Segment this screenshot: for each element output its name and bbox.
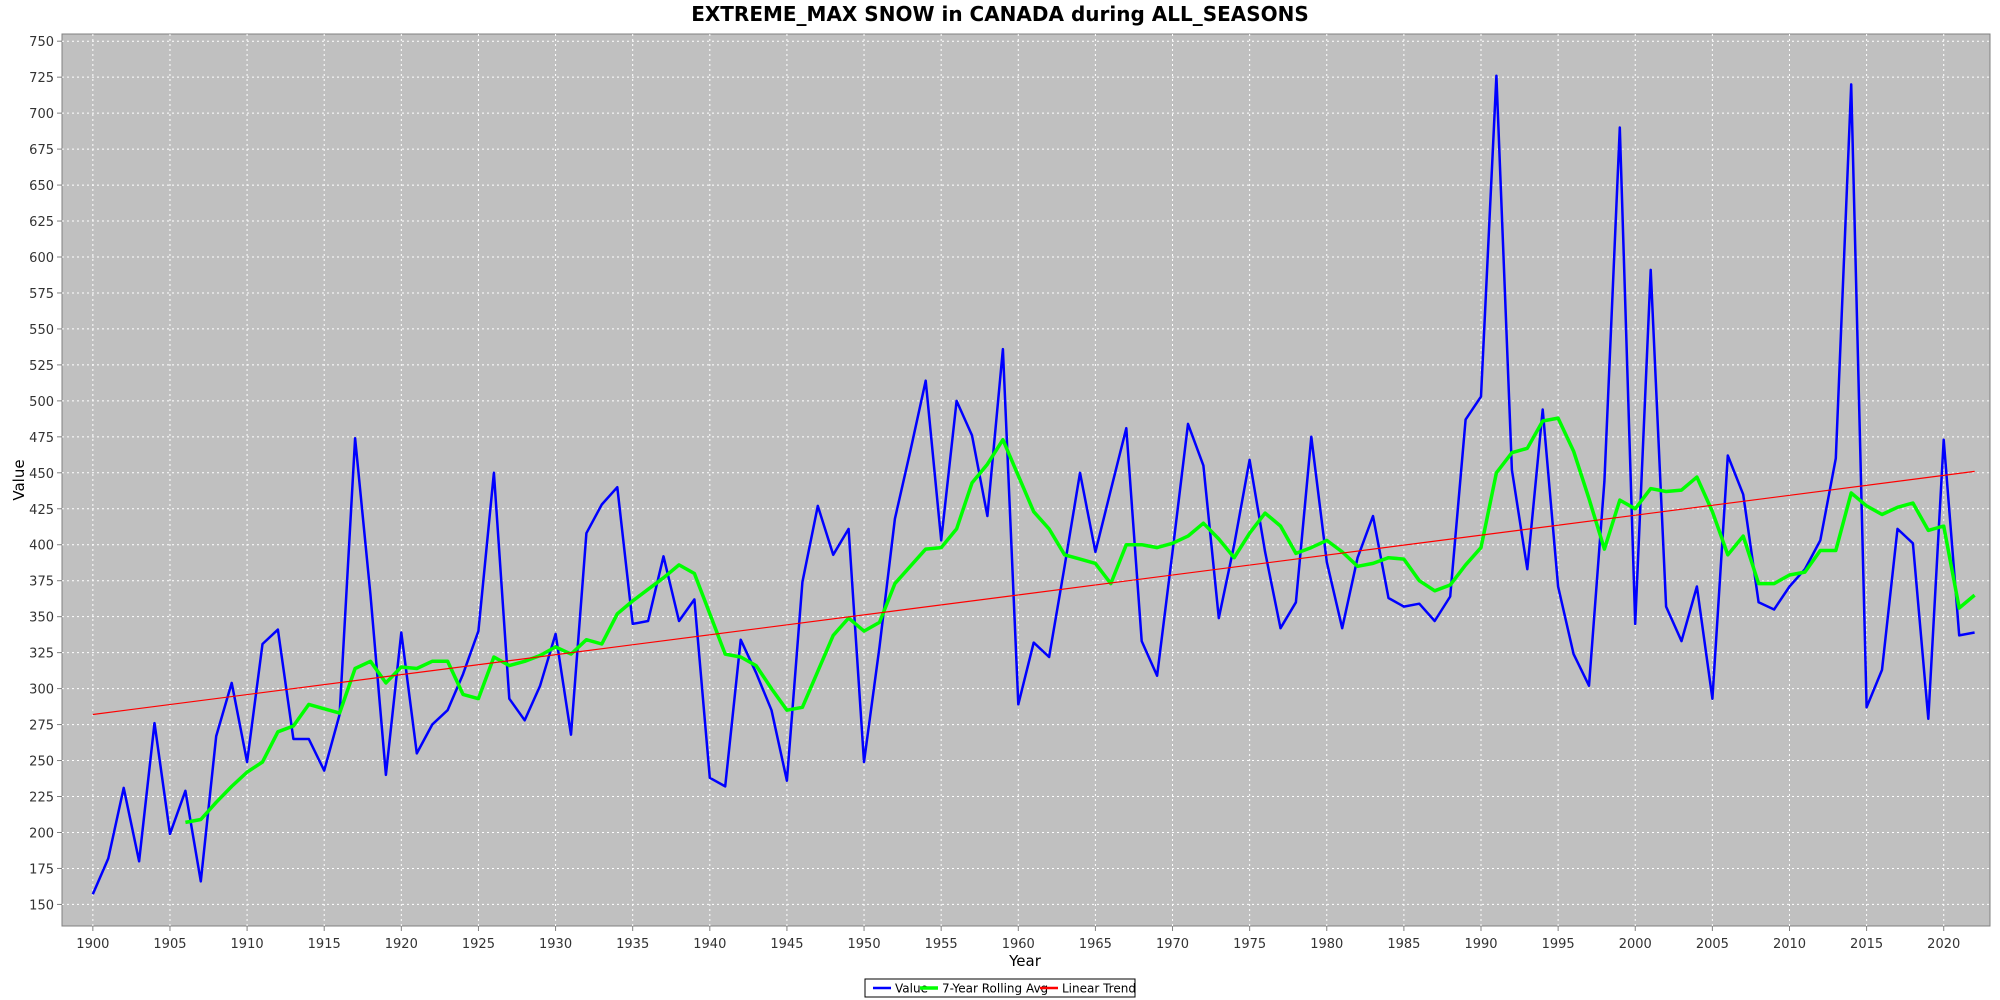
x-tick-label: 1945 (770, 937, 803, 952)
x-tick-label: 2000 (1619, 937, 1652, 952)
y-axis-title: Value (10, 459, 28, 500)
legend-label: Linear Trend (1062, 982, 1136, 996)
y-tick-label: 200 (29, 826, 54, 841)
series-line-7-year-rolling-avg (185, 416, 1976, 825)
x-tick-label: 1970 (1156, 937, 1189, 952)
y-tick-label: 175 (29, 862, 54, 877)
y-tick-label: 400 (29, 539, 54, 554)
x-tick-label: 2015 (1850, 937, 1883, 952)
plot-area (61, 33, 1991, 927)
series-lines (91, 74, 1976, 895)
y-tick-label: 650 (29, 179, 54, 194)
y-tick-label: 625 (29, 215, 54, 230)
x-tick-label: 1905 (153, 937, 186, 952)
x-tick-label: 1975 (1233, 937, 1266, 952)
y-tick-label: 500 (29, 395, 54, 410)
y-tick-label: 675 (29, 143, 54, 158)
x-tick-label: 1965 (1079, 937, 1112, 952)
x-tick-label: 1990 (1464, 937, 1497, 952)
y-tick-label: 550 (29, 323, 54, 338)
y-tick-label: 575 (29, 287, 54, 302)
x-tick-label: 1935 (616, 937, 649, 952)
x-tick-label: 2005 (1696, 937, 1729, 952)
y-tick-label: 275 (29, 719, 54, 734)
y-tick-label: 425 (29, 503, 54, 518)
y-tick-label: 300 (29, 683, 54, 698)
x-tick-label: 1985 (1387, 937, 1420, 952)
series-line-value (91, 74, 1975, 895)
x-tick-label: 1930 (539, 937, 572, 952)
chart-title: EXTREME_MAX SNOW in CANADA during ALL_SE… (691, 2, 1309, 26)
grid-lines (62, 34, 1990, 926)
x-axis-title: Year (1008, 952, 1042, 970)
y-tick-label: 600 (29, 251, 54, 266)
x-tick-label: 1950 (848, 937, 881, 952)
x-tick-label: 1915 (308, 937, 341, 952)
x-tick-label: 1960 (1002, 937, 1035, 952)
x-tick-label: 1955 (925, 937, 958, 952)
y-tick-label: 450 (29, 467, 54, 482)
y-tick-label: 225 (29, 791, 54, 806)
y-tick-label: 525 (29, 359, 54, 374)
y-tick-label: 725 (29, 71, 54, 86)
y-tick-label: 325 (29, 647, 54, 662)
y-tick-label: 700 (29, 107, 54, 122)
y-tick-label: 475 (29, 431, 54, 446)
x-tick-label: 2020 (1927, 937, 1960, 952)
y-tick-label: 750 (29, 35, 54, 50)
y-tick-label: 150 (29, 898, 54, 913)
x-tick-label: 1900 (76, 937, 109, 952)
legend: Value 7-Year Rolling Avg Linear Trend (864, 978, 1136, 998)
x-tick-label: 1920 (385, 937, 418, 952)
axes: 1900 1905 1910 1915 1920 1925 1930 1935 1940 1945… (29, 35, 1960, 952)
series-line-linear-trend (92, 470, 1975, 716)
y-tick-label: 375 (29, 575, 54, 590)
x-tick-label: 1995 (1542, 937, 1575, 952)
x-tick-label: 1925 (462, 937, 495, 952)
x-tick-label: 2010 (1773, 937, 1806, 952)
x-tick-label: 1940 (693, 937, 726, 952)
y-tick-label: 250 (29, 755, 54, 770)
y-tick-label: 350 (29, 611, 54, 626)
x-tick-label: 1910 (231, 937, 264, 952)
legend-label: Value (895, 982, 928, 996)
legend-label: 7-Year Rolling Avg (942, 982, 1048, 996)
legend-box (864, 978, 1136, 998)
x-tick-label: 1980 (1310, 937, 1343, 952)
